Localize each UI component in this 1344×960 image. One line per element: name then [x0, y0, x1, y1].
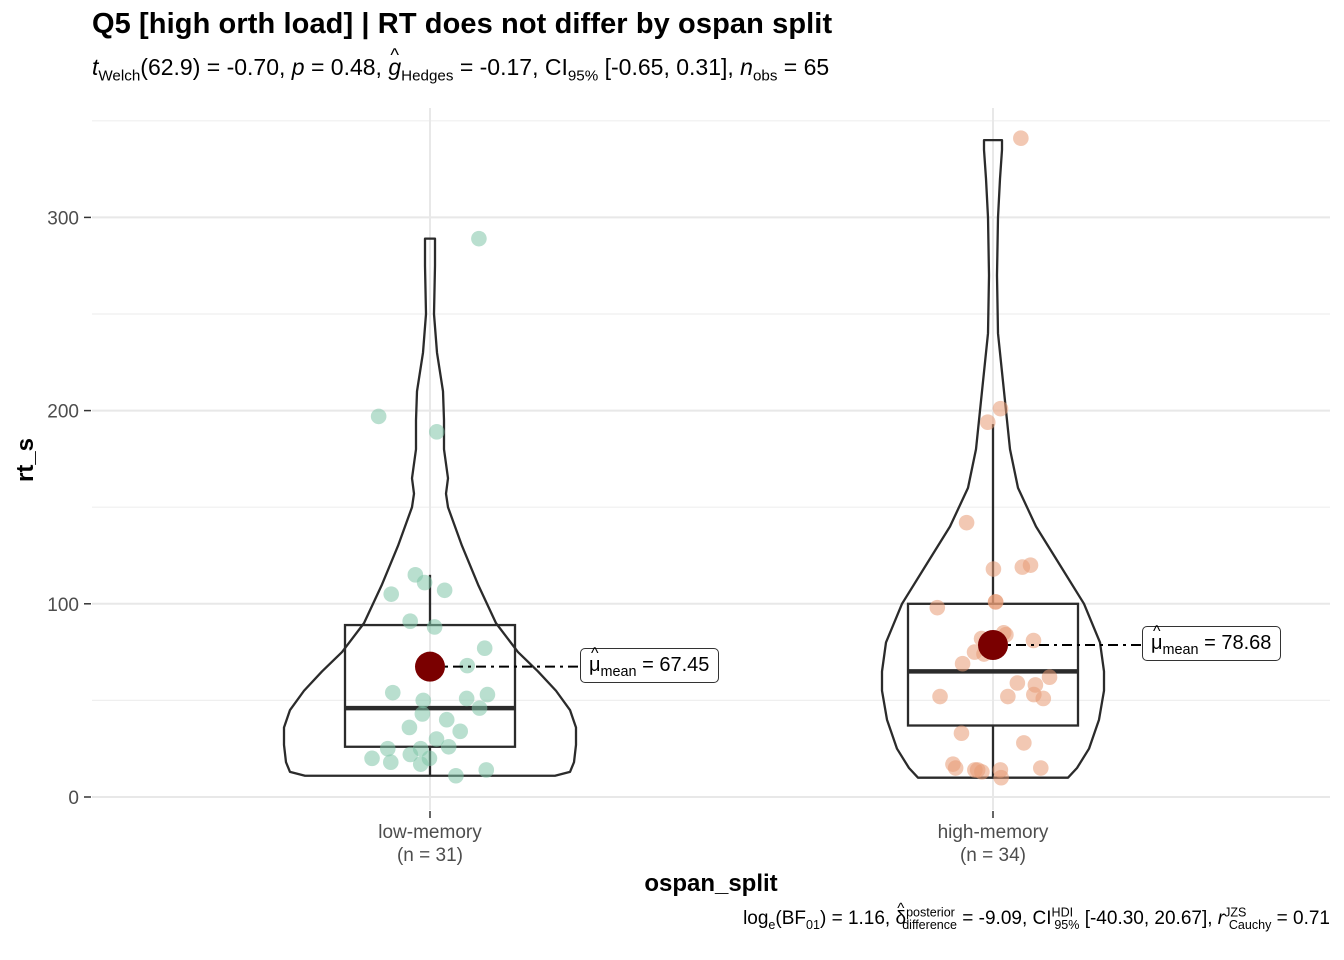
x-tick-count: (n = 31): [397, 845, 463, 866]
data-point: [992, 400, 1009, 417]
data-point: [402, 613, 418, 629]
data-point: [1013, 130, 1029, 146]
y-tick-label: 100: [47, 595, 79, 616]
data-point: [414, 706, 431, 722]
data-point: [985, 561, 1002, 577]
data-point: [947, 760, 964, 776]
axes: 0 100 200 300 low-memory(n = 31) high-memory(…: [47, 208, 1049, 866]
data-point: [428, 731, 445, 747]
data-point: [1025, 632, 1042, 649]
data-point: [436, 582, 453, 599]
data-point: [401, 719, 418, 736]
grid-lines: [92, 108, 1330, 810]
data-point: [383, 586, 400, 602]
y-tick-label: 0: [68, 788, 79, 809]
data-point: [1035, 690, 1052, 707]
data-point: [1009, 675, 1026, 691]
data-point: [974, 764, 990, 780]
data-point: [1041, 669, 1058, 686]
data-point: [452, 723, 469, 740]
x-tick-count: (n = 34): [960, 845, 1026, 866]
mean-label-low-memory: μmean = 67.45: [580, 646, 720, 683]
data-point: [370, 408, 387, 425]
data-point: [953, 725, 970, 742]
chart-subtitle: tWelch(62.9) = -0.70, p = 0.48, gHedges …: [92, 44, 829, 84]
data-point: [1014, 559, 1031, 575]
violins: [282, 138, 1106, 779]
mean-markers: [415, 629, 1142, 682]
chart-title: Q5 [high orth load] | RT does not differ…: [92, 8, 833, 40]
data-point: [459, 657, 476, 674]
data-point: [448, 767, 464, 784]
data-point: [476, 640, 493, 657]
data-point: [471, 700, 488, 716]
chart-caption: loge(BF01) = 1.16, δposteriordifference …: [743, 900, 1330, 931]
data-point: [1000, 688, 1016, 705]
data-point: [479, 686, 496, 703]
data-point: [428, 424, 445, 440]
data-point: [440, 738, 457, 755]
y-tick-label: 200: [47, 402, 79, 423]
data-point: [1032, 760, 1049, 776]
data-point: [426, 619, 443, 635]
y-tick-label: 300: [47, 208, 79, 229]
mean-point-high-memory: [978, 629, 1008, 660]
data-point: [364, 750, 380, 767]
data-point: [382, 754, 399, 771]
data-point: [415, 692, 432, 709]
data-point: [987, 594, 1004, 610]
data-point: [416, 574, 433, 591]
x-tick-label: high-memory: [938, 822, 1049, 843]
data-point: [954, 655, 971, 672]
data-point: [1016, 735, 1032, 751]
data-point: [379, 740, 396, 757]
y-axis-title: rt_s: [12, 438, 39, 482]
violin-low-memory: [282, 237, 578, 777]
data-point: [929, 599, 946, 616]
x-axis-title: ospan_split: [644, 870, 777, 897]
data-point: [438, 711, 455, 728]
data-points: [364, 130, 1058, 786]
data-point: [384, 684, 401, 701]
data-point: [958, 514, 975, 531]
data-point: [402, 746, 419, 763]
data-point: [412, 756, 429, 772]
data-point: [932, 688, 948, 705]
x-tick-label: low-memory: [378, 822, 482, 843]
violin-high-memory: [880, 138, 1106, 779]
data-point: [458, 690, 475, 707]
data-point: [993, 769, 1009, 786]
data-point: [471, 230, 487, 247]
mean-point-low-memory: [415, 651, 445, 682]
data-point: [979, 414, 996, 430]
mean-label-high-memory: μmean = 78.68: [1142, 624, 1282, 661]
data-point: [478, 762, 495, 778]
boxplots: [343, 424, 1080, 778]
